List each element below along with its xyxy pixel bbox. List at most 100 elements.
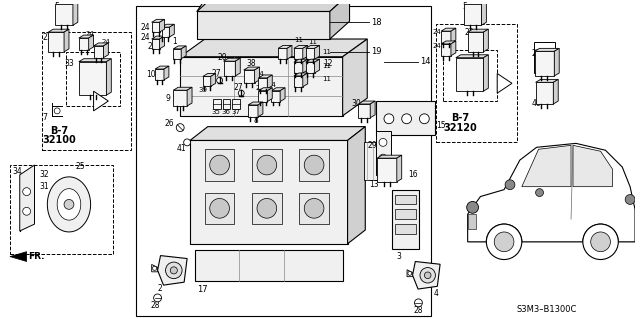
Polygon shape xyxy=(407,270,413,277)
Polygon shape xyxy=(259,91,268,101)
Polygon shape xyxy=(468,143,635,242)
Polygon shape xyxy=(456,58,483,91)
Polygon shape xyxy=(187,87,192,106)
Polygon shape xyxy=(278,45,292,48)
Polygon shape xyxy=(294,73,308,76)
Text: 35: 35 xyxy=(212,109,221,115)
Text: 31: 31 xyxy=(40,182,49,191)
Polygon shape xyxy=(464,4,481,25)
Polygon shape xyxy=(173,87,192,90)
Circle shape xyxy=(505,180,515,189)
Circle shape xyxy=(415,299,422,307)
Polygon shape xyxy=(236,58,240,76)
Polygon shape xyxy=(468,29,488,32)
Text: 23: 23 xyxy=(465,28,474,37)
Circle shape xyxy=(304,155,324,175)
Polygon shape xyxy=(377,155,402,158)
Polygon shape xyxy=(203,77,211,86)
Polygon shape xyxy=(300,149,329,181)
Text: 15: 15 xyxy=(436,121,446,130)
Circle shape xyxy=(486,224,522,260)
Circle shape xyxy=(402,114,412,124)
Circle shape xyxy=(408,271,412,275)
Text: B-7: B-7 xyxy=(451,113,469,123)
Text: 5: 5 xyxy=(54,2,59,11)
Polygon shape xyxy=(79,62,106,95)
Polygon shape xyxy=(159,19,164,32)
Polygon shape xyxy=(536,82,554,104)
Bar xyxy=(364,142,382,180)
Circle shape xyxy=(419,114,429,124)
Polygon shape xyxy=(170,24,174,37)
Text: 37: 37 xyxy=(232,109,241,115)
Polygon shape xyxy=(303,59,308,73)
Polygon shape xyxy=(481,1,486,25)
Polygon shape xyxy=(300,193,329,224)
Polygon shape xyxy=(232,99,240,109)
Polygon shape xyxy=(287,45,292,59)
Polygon shape xyxy=(255,67,259,83)
Circle shape xyxy=(257,198,276,218)
Polygon shape xyxy=(303,73,308,87)
Polygon shape xyxy=(205,149,234,181)
Text: 8: 8 xyxy=(253,116,258,125)
Text: 24: 24 xyxy=(256,85,265,91)
Polygon shape xyxy=(306,62,315,73)
Polygon shape xyxy=(259,88,272,91)
Polygon shape xyxy=(342,39,367,116)
Polygon shape xyxy=(55,1,78,4)
Polygon shape xyxy=(152,39,159,49)
Polygon shape xyxy=(152,19,164,22)
Polygon shape xyxy=(451,28,456,43)
Polygon shape xyxy=(205,193,234,224)
Polygon shape xyxy=(522,145,571,187)
Polygon shape xyxy=(441,41,456,44)
Polygon shape xyxy=(64,29,69,52)
Polygon shape xyxy=(377,158,397,182)
Text: 5: 5 xyxy=(463,2,468,11)
Text: 11: 11 xyxy=(322,76,331,82)
Polygon shape xyxy=(259,78,268,89)
Text: 21: 21 xyxy=(42,33,52,41)
Bar xyxy=(10,165,113,254)
Polygon shape xyxy=(268,88,272,101)
Text: 12: 12 xyxy=(323,59,332,68)
Circle shape xyxy=(176,124,184,131)
Polygon shape xyxy=(203,73,216,77)
Polygon shape xyxy=(348,127,365,244)
Polygon shape xyxy=(244,70,255,83)
Circle shape xyxy=(166,262,182,278)
Bar xyxy=(436,24,517,142)
Circle shape xyxy=(216,78,223,83)
Text: 1: 1 xyxy=(172,37,177,47)
Bar xyxy=(376,130,391,175)
Circle shape xyxy=(583,224,618,260)
Polygon shape xyxy=(79,38,89,50)
Bar xyxy=(534,42,556,73)
Polygon shape xyxy=(93,43,108,46)
Text: 20: 20 xyxy=(218,53,227,62)
Polygon shape xyxy=(294,62,303,73)
Polygon shape xyxy=(278,48,287,59)
Circle shape xyxy=(64,199,74,209)
Text: 13: 13 xyxy=(369,180,379,189)
Polygon shape xyxy=(152,36,164,39)
Bar xyxy=(395,195,417,204)
Text: 29: 29 xyxy=(367,141,377,150)
Polygon shape xyxy=(464,1,486,4)
Polygon shape xyxy=(397,155,402,182)
Polygon shape xyxy=(197,0,330,11)
Text: 24: 24 xyxy=(141,23,150,32)
Text: 10: 10 xyxy=(146,70,156,79)
Polygon shape xyxy=(48,32,64,52)
Text: 24: 24 xyxy=(86,31,95,37)
Polygon shape xyxy=(294,59,308,62)
Circle shape xyxy=(22,188,31,196)
Polygon shape xyxy=(152,264,157,272)
Bar xyxy=(376,101,435,136)
Text: 39: 39 xyxy=(198,87,207,93)
Circle shape xyxy=(210,198,229,218)
Text: 24: 24 xyxy=(432,29,441,35)
Text: 11: 11 xyxy=(308,39,317,45)
Polygon shape xyxy=(93,46,104,58)
